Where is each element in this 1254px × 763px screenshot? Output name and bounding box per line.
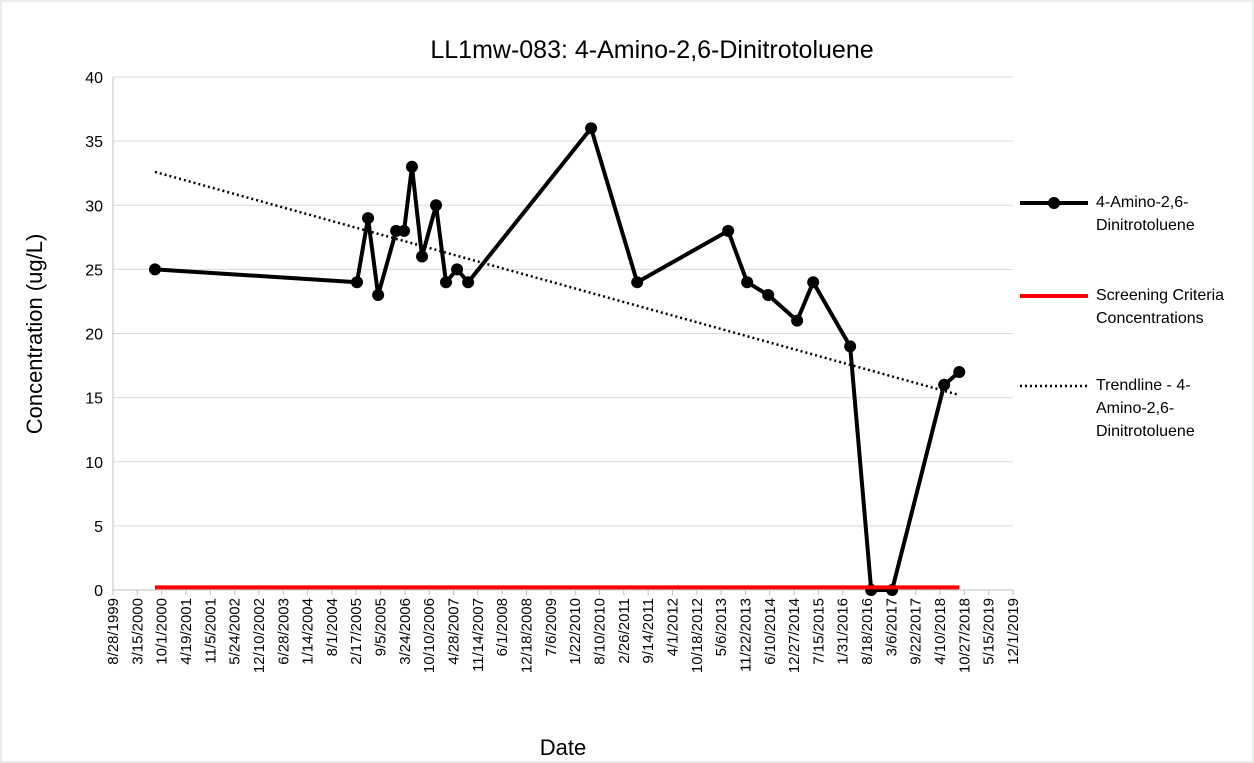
x-tick-label: 8/1/2004 <box>324 598 341 656</box>
x-tick-label: 1/14/2004 <box>300 598 317 665</box>
y-tick-label: 30 <box>85 198 103 215</box>
x-tick-label: 7/6/2009 <box>543 598 560 656</box>
x-tick-label: 2/26/2011 <box>616 598 633 664</box>
data-point <box>451 263 464 276</box>
x-tick-label: 8/18/2016 <box>859 598 876 665</box>
x-tick-label: 9/22/2017 <box>908 598 925 665</box>
x-tick-label: 4/28/2007 <box>446 598 463 665</box>
x-tick-label: 9/14/2011 <box>640 598 657 664</box>
y-axis-label: Concentration (ug/L) <box>22 234 47 435</box>
data-point <box>631 276 644 289</box>
data-point <box>430 199 443 212</box>
x-tick-label: 11/22/2013 <box>737 598 754 672</box>
data-point <box>440 276 452 289</box>
data-point <box>372 289 385 302</box>
x-tick-label: 11/5/2001 <box>202 598 219 664</box>
y-tick-label: 40 <box>85 70 103 87</box>
x-tick-label: 10/10/2006 <box>421 598 438 673</box>
x-tick-label: 10/18/2012 <box>689 598 706 673</box>
x-tick-label: 3/6/2017 <box>883 598 900 656</box>
x-tick-label: 8/10/2010 <box>591 598 608 665</box>
x-tick-label: 4/19/2001 <box>178 598 195 665</box>
x-tick-label: 3/24/2006 <box>397 598 414 665</box>
data-point <box>405 160 418 173</box>
x-tick-label: 5/6/2013 <box>713 598 730 656</box>
series-line <box>154 170 960 397</box>
x-axis-label: Date <box>540 735 586 760</box>
data-point <box>416 250 429 263</box>
legend-label: Trendline - 4-Amino-2,6-Dinitrotoluene <box>1096 377 1195 440</box>
x-tick-label: 6/28/2003 <box>275 598 292 665</box>
data-point <box>807 276 820 289</box>
data-point <box>585 122 598 135</box>
data-point <box>844 340 857 353</box>
data-point <box>762 289 775 302</box>
x-tick-label: 12/27/2014 <box>786 598 803 673</box>
data-point <box>953 365 966 378</box>
data-point <box>741 276 754 289</box>
y-tick-label: 5 <box>94 519 103 536</box>
x-tick-label: 9/5/2005 <box>373 598 390 656</box>
x-tick-label: 2/17/2005 <box>348 598 365 665</box>
data-point <box>791 314 804 327</box>
x-tick-label: 4/1/2012 <box>664 598 681 656</box>
x-tick-label: 6/1/2008 <box>494 598 511 656</box>
data-point <box>462 276 475 289</box>
chart-title: LL1mw-083: 4-Amino-2,6-Dinitrotoluene <box>430 36 873 64</box>
x-tick-label: 6/10/2014 <box>762 598 779 665</box>
x-tick-label: 1/22/2010 <box>567 598 584 665</box>
y-tick-label: 25 <box>85 262 103 279</box>
data-point <box>398 224 411 237</box>
data-point <box>722 224 735 237</box>
x-tick-label: 1/31/2016 <box>835 598 852 665</box>
data-point <box>362 212 375 225</box>
series-line <box>154 126 961 592</box>
y-tick-label: 35 <box>85 134 103 151</box>
x-tick-label: 10/1/2000 <box>154 598 171 665</box>
data-point <box>350 276 363 289</box>
data-point <box>938 378 951 391</box>
x-tick-label: 5/24/2002 <box>227 598 244 665</box>
y-tick-label: 15 <box>85 391 103 408</box>
x-tick-label: 5/15/2019 <box>981 598 998 665</box>
x-tick-label: 12/10/2002 <box>251 598 268 673</box>
x-tick-label: 11/14/2007 <box>470 598 487 672</box>
x-tick-label: 12/18/2008 <box>519 598 536 673</box>
x-tick-label: 4/10/2018 <box>932 598 949 665</box>
y-tick-label: 10 <box>85 455 103 472</box>
x-tick-label: 3/15/2000 <box>129 598 146 665</box>
x-tick-label: 8/28/1999 <box>105 598 122 665</box>
x-tick-label: 10/27/2018 <box>956 598 973 673</box>
legend-label: 4-Amino-2,6-Dinitrotoluene <box>1096 194 1195 234</box>
data-point <box>148 263 161 276</box>
y-tick-label: 0 <box>94 583 103 600</box>
x-tick-label: 12/1/2019 <box>1005 598 1022 665</box>
y-tick-label: 20 <box>85 327 103 344</box>
legend-label: Screening Criteria Concentrations <box>1096 287 1225 327</box>
legend-marker <box>1048 197 1060 209</box>
x-tick-label: 7/15/2015 <box>810 598 827 665</box>
